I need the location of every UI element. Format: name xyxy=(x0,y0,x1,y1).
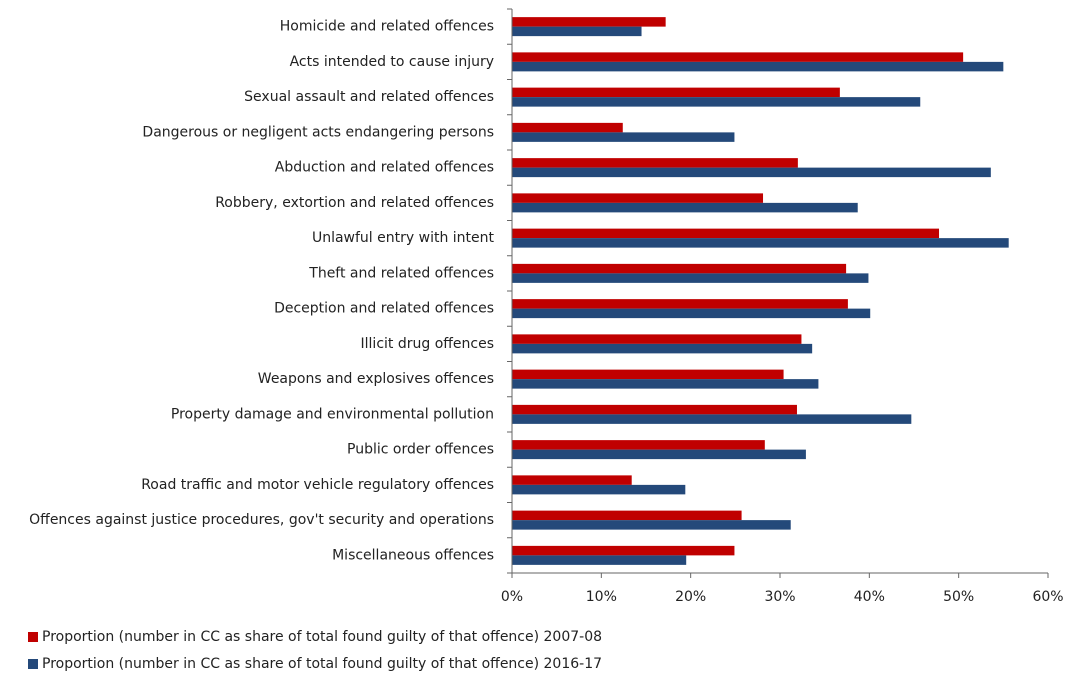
x-tick-label: 20% xyxy=(675,589,706,605)
bar xyxy=(512,158,798,168)
bar xyxy=(512,555,687,565)
y-tick-label: Road traffic and motor vehicle regulator… xyxy=(141,477,494,493)
y-tick-label: Homicide and related offences xyxy=(280,19,494,35)
y-tick-label: Deception and related offences xyxy=(274,301,494,317)
x-tick-label: 30% xyxy=(764,589,795,605)
bar xyxy=(512,369,784,380)
bar xyxy=(512,193,764,203)
bar xyxy=(512,475,632,485)
x-tick-label: 40% xyxy=(854,589,885,605)
legend-label: Proportion (number in CC as share of tot… xyxy=(42,656,602,672)
y-tick-label: Offences against justice procedures, gov… xyxy=(29,512,494,528)
bar xyxy=(512,87,840,98)
bar xyxy=(512,122,623,133)
bar xyxy=(512,202,858,213)
bar xyxy=(512,299,848,309)
y-tick-label: Abduction and related offences xyxy=(275,160,494,176)
y-tick-label: Illicit drug offences xyxy=(361,336,494,352)
y-tick-label: Theft and related offences xyxy=(308,265,494,281)
bar xyxy=(512,440,765,450)
bar xyxy=(512,379,819,389)
y-tick-label: Property damage and environmental pollut… xyxy=(171,406,494,422)
bar xyxy=(512,449,806,460)
bar xyxy=(512,238,1009,248)
y-tick-label: Sexual assault and related offences xyxy=(244,89,494,105)
y-tick-label: Public order offences xyxy=(347,442,494,458)
legend-swatch xyxy=(28,632,38,642)
x-tick-label: 60% xyxy=(1032,589,1063,605)
y-tick-label: Robbery, extortion and related offences xyxy=(215,195,494,211)
bar xyxy=(512,273,869,283)
bar xyxy=(512,520,791,530)
bar xyxy=(512,17,666,27)
x-tick-label: 0% xyxy=(501,589,523,605)
bar xyxy=(512,263,847,274)
bar xyxy=(512,414,912,424)
y-tick-label: Weapons and explosives offences xyxy=(258,371,494,387)
bar xyxy=(512,228,940,239)
bar xyxy=(512,132,735,142)
x-tick-label: 10% xyxy=(586,589,617,605)
y-tick-label: Miscellaneous offences xyxy=(332,547,494,563)
y-tick-label: Acts intended to cause injury xyxy=(290,54,494,70)
x-tick-label: 50% xyxy=(943,589,974,605)
bar xyxy=(512,484,686,495)
bar xyxy=(512,61,1004,72)
bar xyxy=(512,343,813,354)
legend-swatch xyxy=(28,659,38,669)
bar xyxy=(512,510,742,521)
bar xyxy=(512,97,921,107)
bar xyxy=(512,26,642,37)
bar xyxy=(512,404,797,415)
y-tick-label: Unlawful entry with intent xyxy=(312,230,495,246)
legend-label: Proportion (number in CC as share of tot… xyxy=(42,629,602,645)
bar xyxy=(512,308,871,319)
bar xyxy=(512,545,735,556)
y-tick-label: Dangerous or negligent acts endangering … xyxy=(142,124,494,140)
bar xyxy=(512,52,964,62)
bar xyxy=(512,167,991,178)
bar xyxy=(512,334,802,344)
